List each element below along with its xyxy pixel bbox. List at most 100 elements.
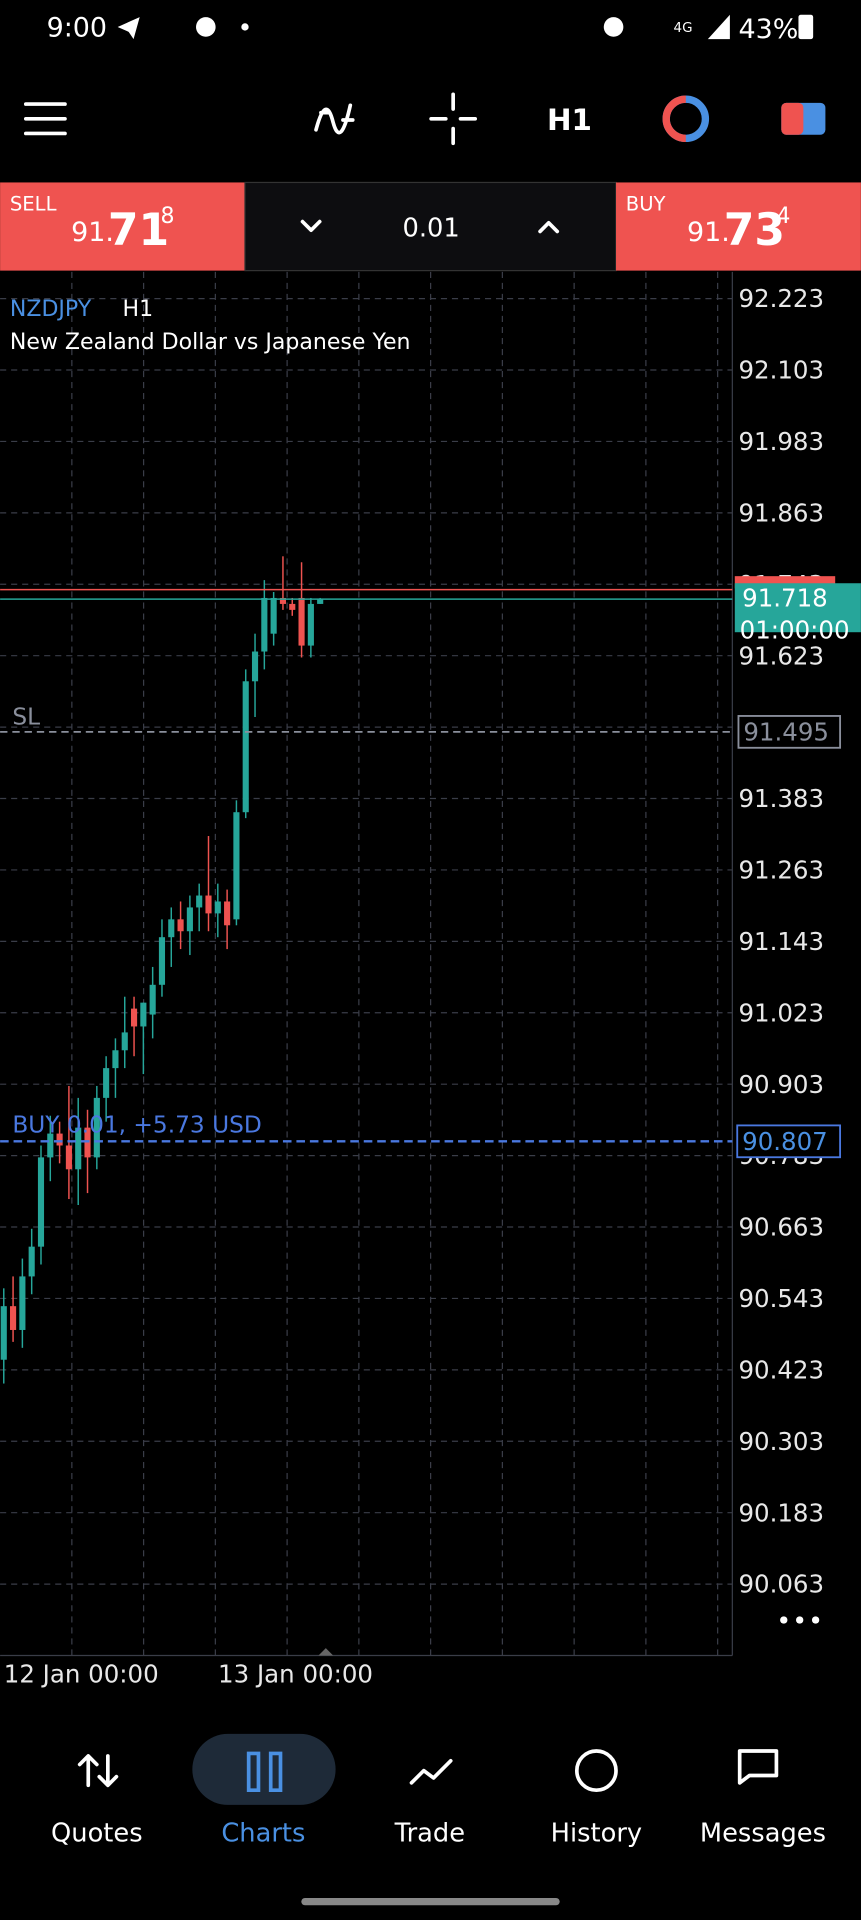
sell-price-prefix: 91.	[71, 217, 114, 248]
quotes-icon	[77, 1754, 119, 1788]
candle-body	[186, 907, 193, 932]
sl-price-box	[737, 715, 842, 749]
y-tick-label: 91.263	[738, 856, 824, 885]
candle-body	[65, 1145, 72, 1170]
candle-body	[168, 919, 175, 938]
candle-body	[205, 895, 212, 914]
candle-body	[158, 937, 166, 985]
candle-body	[0, 1306, 7, 1360]
candle-body	[317, 599, 324, 604]
candle-body	[112, 1050, 119, 1069]
candle-body	[47, 1133, 54, 1158]
candle-body	[233, 812, 240, 920]
sell-price-main: 71	[108, 205, 169, 256]
trade-icon	[409, 1758, 453, 1785]
nav-tab[interactable]: Trade	[394, 1819, 465, 1849]
crosshair-button[interactable]	[429, 92, 478, 146]
y-tick-label: 91.983	[738, 427, 824, 456]
status-battery: 43%	[738, 14, 798, 45]
candle-body	[214, 901, 221, 914]
menu-icon	[23, 102, 67, 136]
indicators-button[interactable]	[314, 103, 355, 135]
objects-icon-half	[662, 95, 687, 143]
status-time: 9:00	[47, 13, 107, 44]
timeframe-button[interactable]: H1	[547, 103, 592, 137]
status-network: 4G	[674, 21, 693, 36]
chat-icon	[196, 17, 216, 37]
buy-price-prefix: 91.	[687, 217, 730, 248]
buy-label: BUY	[626, 193, 666, 216]
candle-body	[289, 603, 296, 610]
sl-label: SL	[12, 704, 40, 731]
active-tab-bg	[192, 1733, 336, 1805]
sl-price-label: 91.495	[743, 717, 829, 746]
y-tick-label: 91.023	[738, 998, 824, 1027]
candle-body	[242, 681, 249, 813]
y-tick-label: 90.303	[738, 1427, 824, 1456]
symbol[interactable]: NZDJPY	[10, 297, 92, 322]
dot-icon	[241, 23, 249, 31]
candle-body	[140, 1002, 147, 1027]
volume-up[interactable]	[538, 221, 560, 234]
buy-price-main: 73	[724, 205, 785, 256]
candle-body	[251, 651, 259, 682]
volume-value[interactable]: 0.01	[402, 213, 459, 243]
candle-body	[121, 1032, 128, 1051]
bar-countdown: 01:00:00	[740, 615, 850, 644]
buy-price-sup: 4	[776, 204, 790, 229]
chart: 92.22392.10391.98391.86391.74391.62391.5…	[0, 271, 861, 1657]
position-price-label: 90.807	[742, 1127, 828, 1156]
alarm-icon	[603, 17, 624, 37]
y-tick-label: 90.063	[738, 1570, 824, 1599]
bid-price-box	[734, 583, 861, 633]
sell-price-sup: 8	[161, 204, 175, 229]
x-tick-label: 13 Jan 00:00	[218, 1659, 373, 1688]
more-button[interactable]	[780, 1616, 820, 1624]
sell-button[interactable]	[0, 182, 245, 271]
trade-icon-half	[781, 102, 804, 135]
y-tick-label: 90.663	[738, 1213, 824, 1242]
buy-button[interactable]	[616, 182, 861, 271]
candle-body	[224, 901, 231, 926]
candle-body	[37, 1157, 45, 1247]
menu-button[interactable]	[23, 102, 67, 136]
scroll-handle[interactable]	[318, 1648, 334, 1656]
y-tick-label: 90.543	[738, 1284, 824, 1313]
candle-body	[130, 1008, 138, 1027]
chart-timeframe: H1	[123, 297, 154, 322]
y-tick-label: 91.623	[738, 641, 824, 670]
nav-tab[interactable]: Charts	[221, 1819, 305, 1849]
candle-body	[177, 919, 184, 932]
y-tick-label: 90.903	[738, 1070, 824, 1099]
position-label: BUY 0.01, +5.73 USD	[12, 1112, 261, 1139]
candle-body	[307, 603, 314, 646]
candle-body	[261, 597, 268, 652]
y-tick-label: 91.143	[738, 927, 824, 956]
symbol-description: New Zealand Dollar vs Japanese Yen	[10, 330, 411, 355]
telegram-icon	[117, 17, 140, 40]
volume-down[interactable]	[300, 219, 322, 233]
candle-body	[56, 1133, 63, 1146]
sell-label: SELL	[10, 193, 57, 216]
y-tick-label: 91.383	[738, 784, 824, 813]
candle-body	[270, 597, 277, 634]
candle-body	[279, 597, 287, 604]
candle-body	[10, 1306, 17, 1330]
history-icon	[574, 1749, 618, 1793]
position-price-box	[736, 1124, 842, 1159]
nav-tab[interactable]: Messages	[700, 1819, 826, 1849]
candle-body	[149, 984, 156, 1015]
candle-body	[28, 1246, 35, 1277]
nav-tab[interactable]: Quotes	[51, 1819, 143, 1849]
y-tick-label: 90.423	[738, 1355, 824, 1384]
y-tick-label: 92.223	[738, 284, 824, 313]
candle-body	[298, 597, 305, 646]
candle-body	[75, 1127, 82, 1170]
bid-price-label: 91.718	[742, 584, 828, 613]
charts-icon	[246, 1751, 283, 1793]
y-tick-label: 90.183	[738, 1498, 824, 1527]
nav-tab[interactable]: History	[551, 1819, 642, 1849]
candle-body	[93, 1097, 100, 1158]
